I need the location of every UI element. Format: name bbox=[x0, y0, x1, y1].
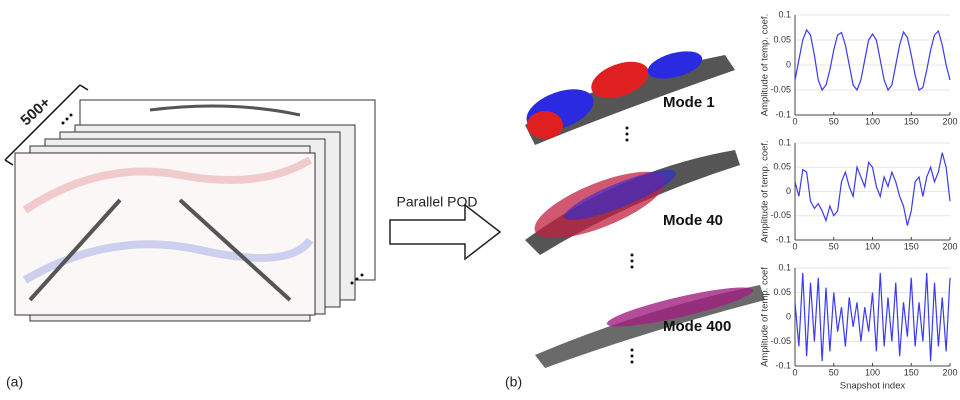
mode-shapes bbox=[525, 51, 765, 368]
mode-label: Mode 40 bbox=[663, 212, 723, 229]
snapshot-stack bbox=[4, 84, 376, 322]
y-axis-label: Amplitude of temp. coef. bbox=[760, 14, 771, 116]
x-tick-label: 100 bbox=[865, 241, 880, 251]
y-axis-label: Amplitude of temp. coef bbox=[760, 267, 771, 367]
x-tick-label: 0 bbox=[792, 116, 797, 126]
x-tick-label: 100 bbox=[865, 116, 880, 126]
panel-label: (b) bbox=[505, 374, 522, 390]
x-tick-label: 200 bbox=[942, 116, 957, 126]
y-tick-label: -0.1 bbox=[775, 109, 791, 119]
x-axis-label: Snapshot index bbox=[840, 381, 906, 392]
y-tick-label: 0.1 bbox=[778, 262, 791, 272]
arrow-label: Parallel POD bbox=[397, 194, 478, 210]
x-tick-label: 200 bbox=[942, 367, 957, 377]
panel-label: (a) bbox=[6, 374, 23, 390]
x-tick-label: 50 bbox=[829, 241, 839, 251]
y-tick-label: -0.05 bbox=[770, 336, 791, 346]
data-line bbox=[794, 28, 951, 92]
x-tick-label: 50 bbox=[829, 367, 839, 377]
arrow bbox=[389, 203, 502, 261]
x-tick-label: 150 bbox=[904, 116, 919, 126]
y-tick-label: 0.1 bbox=[778, 137, 791, 147]
x-tick-label: 0 bbox=[792, 367, 797, 377]
y-tick-label: -0.05 bbox=[770, 210, 791, 220]
x-tick-label: 200 bbox=[942, 241, 957, 251]
count-label: 500+ bbox=[17, 94, 54, 129]
x-tick-label: 150 bbox=[904, 367, 919, 377]
y-tick-label: 0 bbox=[786, 311, 791, 321]
y-tick-label: 0 bbox=[786, 186, 791, 196]
x-tick-label: 150 bbox=[904, 241, 919, 251]
data-line bbox=[794, 272, 951, 362]
mode-label: Mode 400 bbox=[663, 318, 731, 335]
y-axis-label: Amplitude of temp. coef. bbox=[760, 140, 771, 242]
y-tick-label: -0.05 bbox=[770, 84, 791, 94]
y-tick-label: 0.05 bbox=[773, 162, 791, 172]
x-tick-label: 100 bbox=[865, 367, 880, 377]
x-tick-label: 50 bbox=[829, 116, 839, 126]
data-line bbox=[794, 152, 951, 226]
mode-label: Mode 1 bbox=[663, 94, 715, 111]
y-tick-label: 0.05 bbox=[773, 287, 791, 297]
y-tick-label: -0.1 bbox=[775, 360, 791, 370]
x-tick-label: 0 bbox=[792, 241, 797, 251]
y-tick-label: 0.1 bbox=[778, 9, 791, 19]
y-tick-label: 0 bbox=[786, 59, 791, 69]
y-tick-label: 0.05 bbox=[773, 34, 791, 44]
y-tick-label: -0.1 bbox=[775, 234, 791, 244]
